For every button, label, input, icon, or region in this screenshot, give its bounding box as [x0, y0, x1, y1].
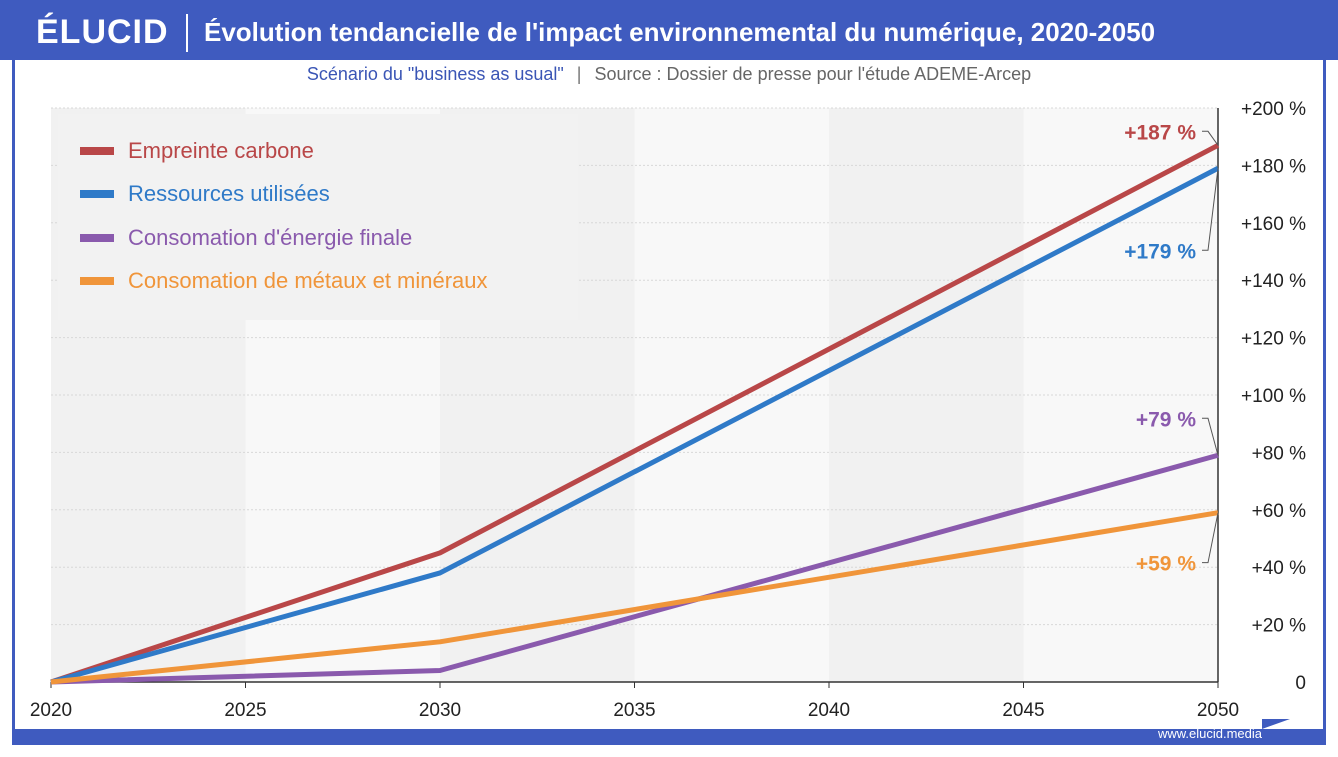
legend: Empreinte carbone Ressources utilisées C…	[58, 114, 578, 320]
source-note: Source : Dossier de presse pour l'étude …	[594, 64, 1032, 84]
frame-left	[12, 0, 15, 745]
header-band	[0, 0, 1338, 60]
y-tick-label: +40 %	[1252, 558, 1307, 579]
x-tick-label: 2030	[419, 700, 461, 721]
y-tick-label: +80 %	[1252, 443, 1307, 464]
series-line	[50, 143, 1220, 685]
leader-line	[1202, 168, 1219, 251]
chart-title: Évolution tendancielle de l'impact envir…	[204, 17, 1156, 47]
header-divider	[186, 14, 188, 52]
y-tick-label: +160 %	[1241, 214, 1306, 235]
footer-flag	[1262, 719, 1290, 729]
legend-item-metals: Consomation de métaux et minéraux	[80, 266, 488, 296]
frame-bottom	[12, 729, 1326, 745]
subtitle-row: Scénario du "business as usual" | Source…	[0, 64, 1338, 85]
legend-swatch-carbon	[80, 147, 114, 155]
y-tick-label: +120 %	[1241, 329, 1306, 350]
frame-right	[1323, 0, 1326, 745]
leader-line	[1202, 130, 1219, 146]
legend-item-carbon: Empreinte carbone	[80, 136, 314, 166]
legend-item-energy: Consomation d'énergie finale	[80, 223, 412, 253]
subtitle-separator: |	[576, 64, 582, 84]
legend-label-energy: Consomation d'énergie finale	[128, 225, 413, 250]
x-tick-label: 2025	[224, 700, 266, 721]
legend-label-carbon: Empreinte carbone	[128, 138, 314, 163]
end-value-label: +187 %	[1124, 121, 1196, 144]
series-line	[50, 452, 1219, 685]
chart-subtitle: Scénario du "business as usual"	[306, 64, 564, 84]
x-tick-label: 2045	[1002, 700, 1044, 721]
leader-line	[1202, 417, 1219, 456]
end-value-label: +79 %	[1136, 408, 1196, 431]
legend-label-metals: Consomation de métaux et minéraux	[128, 268, 488, 293]
y-tick-label: 0	[1295, 673, 1306, 694]
series-line	[50, 166, 1220, 685]
legend-swatch-energy	[80, 234, 114, 242]
plot-band	[829, 108, 1024, 682]
y-tick-label: +140 %	[1241, 271, 1306, 292]
end-value-label: +59 %	[1136, 553, 1196, 576]
x-tick-label: 2035	[613, 700, 655, 721]
x-tick-label: 2050	[1197, 700, 1239, 721]
legend-item-resources: Ressources utilisées	[80, 179, 330, 209]
header: ÉLUCID Évolution tendancielle de l'impac…	[0, 0, 1338, 60]
x-tick-label: 2040	[808, 700, 850, 721]
end-value-label: +179 %	[1124, 240, 1196, 263]
series-line	[50, 510, 1219, 685]
y-tick-label: +200 %	[1241, 99, 1306, 120]
y-tick-label: +20 %	[1252, 616, 1307, 637]
leader-line	[1202, 512, 1219, 564]
brand-logo: ÉLUCID	[36, 13, 169, 51]
legend-label-resources: Ressources utilisées	[128, 181, 330, 206]
x-tick-label: 2020	[30, 700, 72, 721]
y-tick-label: +180 %	[1241, 156, 1306, 177]
legend-swatch-metals	[80, 277, 114, 285]
y-tick-label: +100 %	[1241, 386, 1306, 407]
footer-url: www.elucid.media	[1157, 726, 1262, 741]
legend-swatch-resources	[80, 190, 114, 198]
y-tick-label: +60 %	[1252, 501, 1307, 522]
